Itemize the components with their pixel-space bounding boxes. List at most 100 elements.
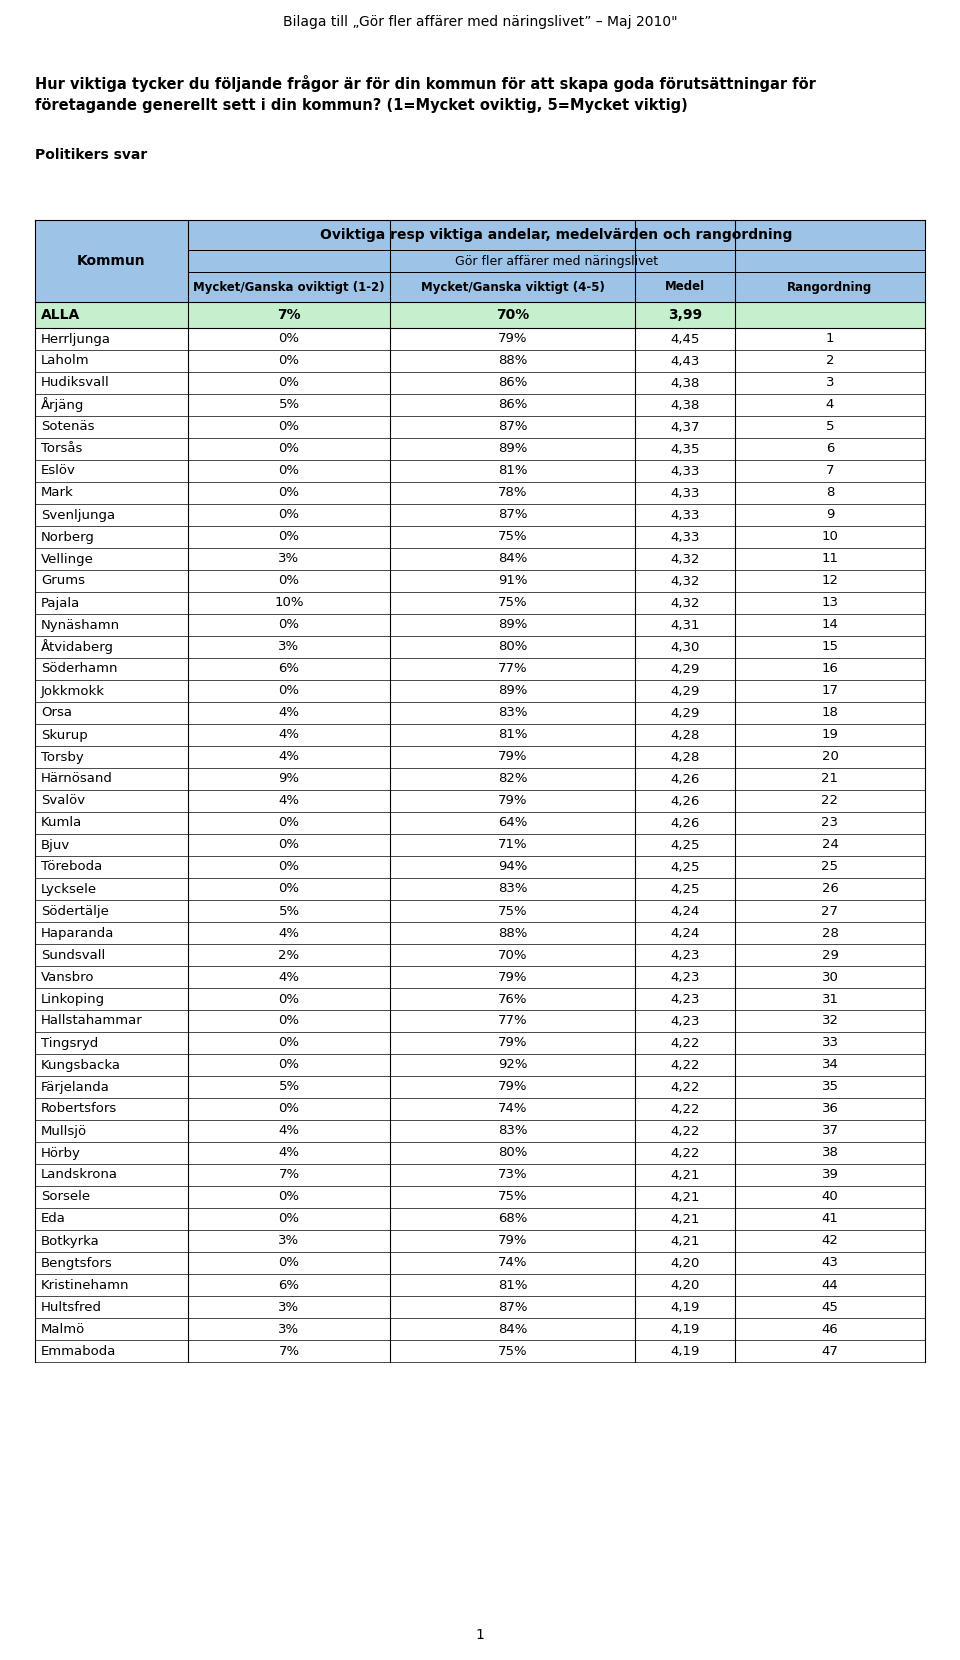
Text: 4,21: 4,21 bbox=[670, 1190, 700, 1204]
Text: 0%: 0% bbox=[278, 1257, 300, 1270]
Text: 81%: 81% bbox=[497, 1278, 527, 1291]
Text: Lycksele: Lycksele bbox=[41, 883, 97, 895]
Text: 4,32: 4,32 bbox=[670, 596, 700, 609]
Text: Torsås: Torsås bbox=[41, 443, 83, 455]
Text: Eda: Eda bbox=[41, 1212, 66, 1225]
Text: 4,37: 4,37 bbox=[670, 420, 700, 433]
Text: Grums: Grums bbox=[41, 574, 85, 588]
Text: 77%: 77% bbox=[497, 1014, 527, 1028]
Text: Hudiksvall: Hudiksvall bbox=[41, 377, 109, 390]
Text: 88%: 88% bbox=[498, 355, 527, 367]
Text: Tingsryd: Tingsryd bbox=[41, 1036, 98, 1049]
Text: Vansbro: Vansbro bbox=[41, 971, 94, 983]
Text: Botkyrka: Botkyrka bbox=[41, 1235, 100, 1248]
Text: Oviktiga resp viktiga andelar, medelvärden och rangordning: Oviktiga resp viktiga andelar, medelvärd… bbox=[321, 227, 793, 242]
Text: 34: 34 bbox=[822, 1059, 838, 1071]
Text: 79%: 79% bbox=[497, 332, 527, 345]
Text: 30: 30 bbox=[822, 971, 838, 983]
Text: 4,22: 4,22 bbox=[670, 1102, 700, 1116]
Text: Landskrona: Landskrona bbox=[41, 1169, 118, 1182]
Text: 18: 18 bbox=[822, 707, 838, 719]
Bar bbox=[35, 302, 925, 329]
Text: 0%: 0% bbox=[278, 619, 300, 631]
Text: 4,21: 4,21 bbox=[670, 1235, 700, 1248]
Text: 4,33: 4,33 bbox=[670, 508, 700, 521]
Text: 77%: 77% bbox=[497, 662, 527, 676]
Text: 38: 38 bbox=[822, 1147, 838, 1159]
Text: 75%: 75% bbox=[497, 531, 527, 543]
Text: 4,22: 4,22 bbox=[670, 1081, 700, 1094]
Text: 4,24: 4,24 bbox=[670, 926, 700, 940]
Text: 87%: 87% bbox=[497, 420, 527, 433]
Text: Svenljunga: Svenljunga bbox=[41, 508, 115, 521]
Text: 12: 12 bbox=[822, 574, 838, 588]
Text: Sotenäs: Sotenäs bbox=[41, 420, 94, 433]
Text: 4,21: 4,21 bbox=[670, 1169, 700, 1182]
Text: Orsa: Orsa bbox=[41, 707, 72, 719]
Text: företagande generellt sett i din kommun? (1=Mycket oviktig, 5=Mycket viktig): företagande generellt sett i din kommun?… bbox=[35, 98, 687, 113]
Text: 4,22: 4,22 bbox=[670, 1124, 700, 1137]
Text: 4,22: 4,22 bbox=[670, 1036, 700, 1049]
Text: 4,28: 4,28 bbox=[670, 729, 700, 742]
Text: 70%: 70% bbox=[496, 309, 529, 322]
Text: 6%: 6% bbox=[278, 1278, 300, 1291]
Text: 84%: 84% bbox=[498, 1323, 527, 1336]
Text: 25: 25 bbox=[822, 860, 838, 873]
Text: 4,19: 4,19 bbox=[670, 1345, 700, 1358]
Text: 11: 11 bbox=[822, 553, 838, 566]
Bar bbox=[35, 221, 925, 251]
Text: 94%: 94% bbox=[498, 860, 527, 873]
Text: Torsby: Torsby bbox=[41, 750, 84, 764]
Text: 20: 20 bbox=[822, 750, 838, 764]
Text: Norberg: Norberg bbox=[41, 531, 95, 543]
Text: 4,26: 4,26 bbox=[670, 795, 700, 807]
Text: Pajala: Pajala bbox=[41, 596, 81, 609]
Text: 22: 22 bbox=[822, 795, 838, 807]
Text: 4,25: 4,25 bbox=[670, 860, 700, 873]
Text: 26: 26 bbox=[822, 883, 838, 895]
Text: 41: 41 bbox=[822, 1212, 838, 1225]
Text: 1: 1 bbox=[475, 1628, 485, 1642]
Bar bbox=[635, 272, 735, 302]
Text: Jokkmokk: Jokkmokk bbox=[41, 684, 105, 697]
Text: 10: 10 bbox=[822, 531, 838, 543]
Text: 0%: 0% bbox=[278, 1102, 300, 1116]
Text: 4%: 4% bbox=[278, 926, 300, 940]
Text: 79%: 79% bbox=[497, 1235, 527, 1248]
Text: 0%: 0% bbox=[278, 332, 300, 345]
Text: 89%: 89% bbox=[498, 443, 527, 455]
Bar bbox=[188, 272, 390, 302]
Text: 4,26: 4,26 bbox=[670, 772, 700, 785]
Text: 23: 23 bbox=[822, 817, 838, 830]
Text: 88%: 88% bbox=[498, 926, 527, 940]
Text: Linkoping: Linkoping bbox=[41, 993, 106, 1006]
Text: 3%: 3% bbox=[278, 641, 300, 654]
Text: 15: 15 bbox=[822, 641, 838, 654]
Text: Mullsjö: Mullsjö bbox=[41, 1124, 87, 1137]
Text: 4,28: 4,28 bbox=[670, 750, 700, 764]
Text: 0%: 0% bbox=[278, 1014, 300, 1028]
Text: Årjäng: Årjäng bbox=[41, 397, 84, 412]
Text: 7%: 7% bbox=[277, 309, 300, 322]
Text: Laholm: Laholm bbox=[41, 355, 89, 367]
Text: Kristinehamn: Kristinehamn bbox=[41, 1278, 130, 1291]
Text: 4,43: 4,43 bbox=[670, 355, 700, 367]
Text: 73%: 73% bbox=[497, 1169, 527, 1182]
Text: 87%: 87% bbox=[497, 508, 527, 521]
Text: 4,23: 4,23 bbox=[670, 971, 700, 983]
Text: 0%: 0% bbox=[278, 1036, 300, 1049]
Text: 28: 28 bbox=[822, 926, 838, 940]
Text: 19: 19 bbox=[822, 729, 838, 742]
Text: Åtvidaberg: Åtvidaberg bbox=[41, 639, 114, 654]
Text: Kungsbacka: Kungsbacka bbox=[41, 1059, 121, 1071]
Text: 4%: 4% bbox=[278, 1147, 300, 1159]
Text: 0%: 0% bbox=[278, 1059, 300, 1071]
Text: 0%: 0% bbox=[278, 377, 300, 390]
Text: 5%: 5% bbox=[278, 1081, 300, 1094]
Text: 3%: 3% bbox=[278, 1300, 300, 1313]
Text: 0%: 0% bbox=[278, 420, 300, 433]
Text: 4%: 4% bbox=[278, 1124, 300, 1137]
Text: 4,23: 4,23 bbox=[670, 948, 700, 961]
Text: 13: 13 bbox=[822, 596, 838, 609]
Text: 39: 39 bbox=[822, 1169, 838, 1182]
